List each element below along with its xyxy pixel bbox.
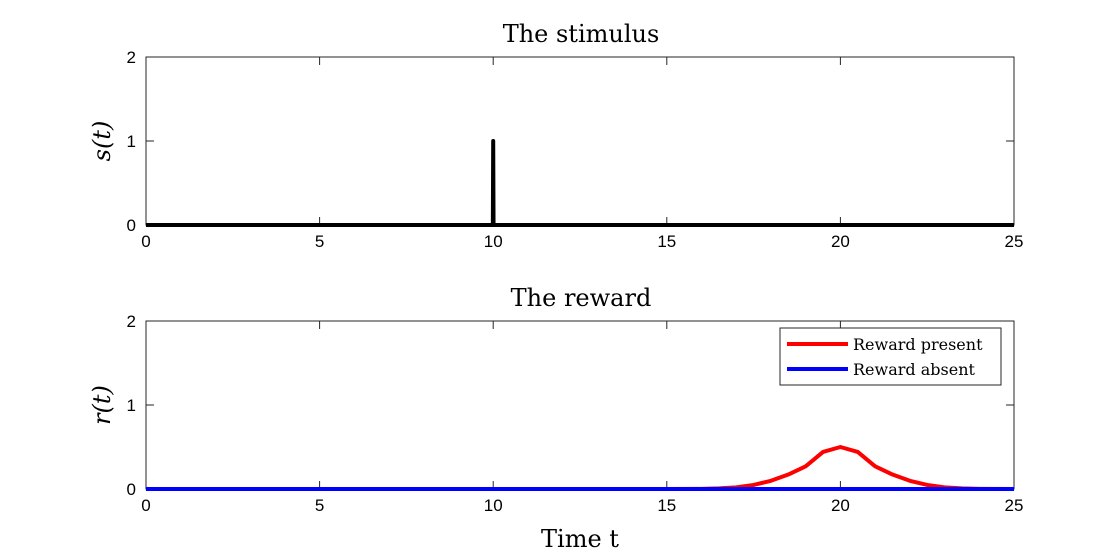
- stimulus-series-group: [146, 139, 1014, 227]
- x-tick-label: 20: [831, 232, 850, 251]
- reward-xlabel: Time t: [541, 525, 619, 553]
- legend-label-reward-present: Reward present: [853, 335, 983, 354]
- stimulus-title: The stimulus: [503, 20, 660, 48]
- y-tick-label: 1: [127, 132, 136, 151]
- x-tick-label: 10: [484, 496, 503, 515]
- x-tick-label: 0: [141, 496, 150, 515]
- y-tick-label: 0: [127, 480, 136, 499]
- y-tick-label: 2: [127, 48, 136, 67]
- stimulus-axes: [145, 56, 1015, 226]
- x-tick-label: 0: [141, 232, 150, 251]
- x-tick-label: 15: [657, 232, 676, 251]
- reward-legend: Reward present Reward absent: [779, 327, 1002, 386]
- x-tick-label: 25: [1005, 496, 1024, 515]
- reward-ylabel: r(t): [88, 385, 116, 425]
- y-tick-label: 2: [127, 312, 136, 331]
- stimulus-panel: The stimulus 0 5 10 15 20 25 0 1 2 s(t): [88, 20, 1023, 251]
- legend-label-reward-absent: Reward absent: [853, 360, 975, 379]
- x-tick-label: 25: [1005, 232, 1024, 251]
- x-tick-label: 20: [831, 496, 850, 515]
- x-tick-label: 5: [315, 232, 324, 251]
- reward-series-group: [146, 445, 1015, 491]
- x-tick-label: 10: [484, 232, 503, 251]
- y-tick-label: 1: [127, 396, 136, 415]
- y-tick-label: 0: [127, 216, 136, 235]
- x-tick-label: 15: [657, 496, 676, 515]
- stimulus-ylabel: s(t): [88, 121, 116, 162]
- series-line-series-0: [146, 139, 1014, 227]
- reward-title: The reward: [511, 284, 652, 312]
- stimulus-ticks: 0 5 10 15 20 25 0 1 2: [127, 48, 1024, 251]
- reward-ticks: 0 5 10 15 20 25 0 1 2: [127, 312, 1024, 515]
- reward-panel: The reward 0 5 10 15 20 25 0 1 2 r(t) Time t Rew…: [88, 284, 1023, 553]
- x-tick-label: 5: [315, 496, 324, 515]
- legend-box: [779, 327, 1002, 386]
